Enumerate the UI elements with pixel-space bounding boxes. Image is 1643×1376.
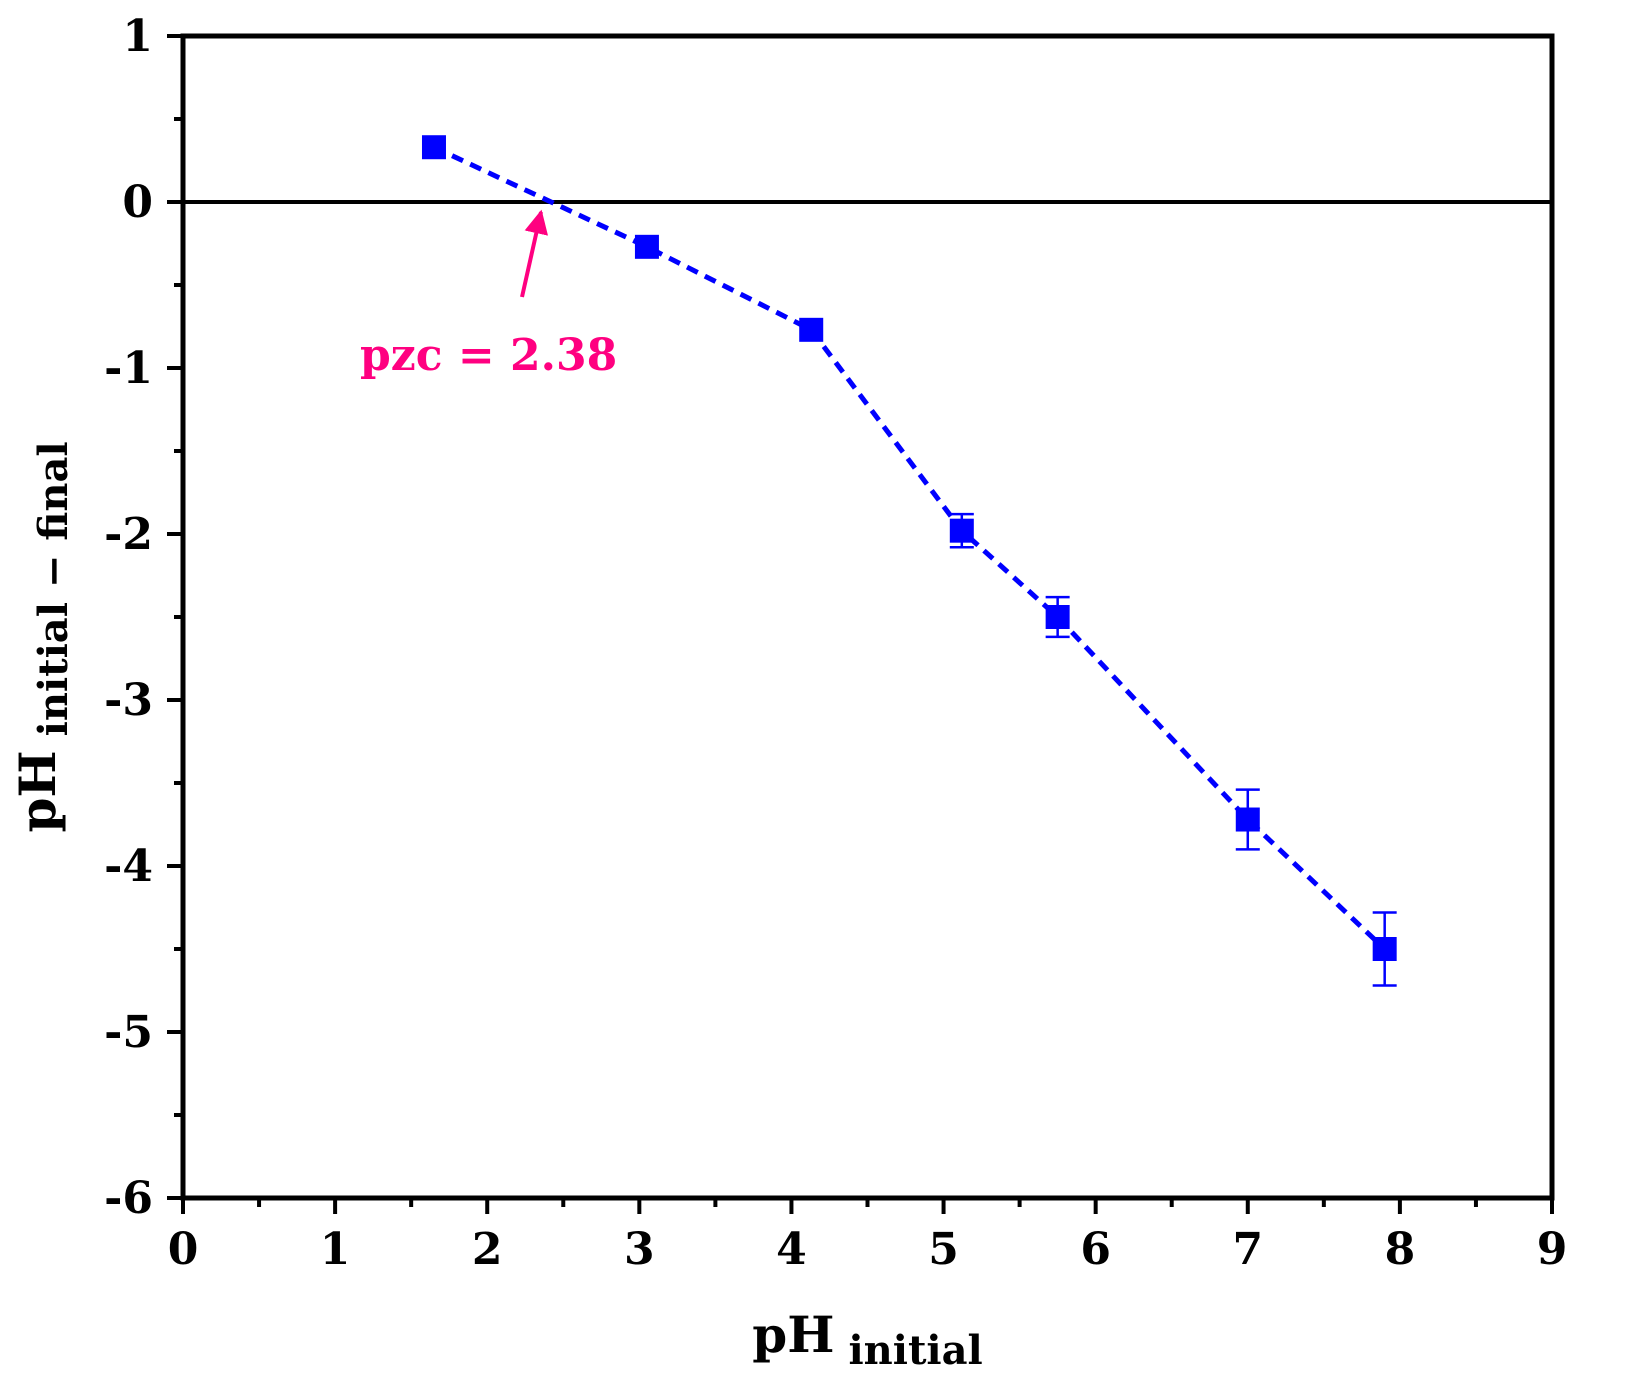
x-tick-label: 1 <box>320 1224 351 1275</box>
y-axis-title-subscript: initial − final <box>30 441 77 736</box>
pzc-label: pzc = 2.38 <box>360 330 617 381</box>
y-tick-label: 1 <box>122 11 153 62</box>
x-tick-label: 0 <box>168 1224 199 1275</box>
data-point <box>421 135 446 160</box>
x-tick-label: 2 <box>472 1224 503 1275</box>
x-tick-label: 4 <box>776 1224 807 1275</box>
axes-layer: 0 1 2 3 4 5 6 7 8 910-1-2-3-4-5-6 <box>104 11 1567 1275</box>
plot-frame <box>180 33 1555 1201</box>
y-tick-label: -6 <box>104 1173 153 1224</box>
data-point <box>1045 605 1070 629</box>
x-tick-label: 6 <box>1080 1224 1111 1275</box>
x-axis-title-main: pH <box>752 1305 834 1364</box>
y-axis-title: pH initial − final <box>8 441 77 832</box>
pzc-annotation: pzc = 2.38 <box>360 209 617 381</box>
y-tick-label: -2 <box>104 509 153 560</box>
x-tick-label: 5 <box>928 1224 959 1275</box>
data-point <box>1235 807 1260 832</box>
x-tick-label: 7 <box>1232 1224 1263 1275</box>
data-point <box>634 234 659 259</box>
data-point <box>799 317 824 342</box>
series-layer <box>421 135 1397 987</box>
x-axis-title-subscript: initial <box>848 1327 982 1374</box>
y-tick-label: -3 <box>104 675 153 726</box>
x-tick-label: 8 <box>1385 1224 1416 1275</box>
y-axis-title-main: pH <box>8 750 67 832</box>
y-tick-label: -1 <box>104 343 153 394</box>
x-tick-label: 3 <box>624 1224 655 1275</box>
pzc-arrow <box>520 209 549 298</box>
x-axis-title: pH initial <box>752 1305 982 1374</box>
x-tick-label: 9 <box>1537 1224 1568 1275</box>
data-point <box>1372 937 1397 961</box>
data-point <box>949 518 974 543</box>
y-tick-label: -4 <box>104 841 153 892</box>
y-tick-label: -5 <box>104 1007 153 1058</box>
y-tick-label: 0 <box>122 177 153 228</box>
